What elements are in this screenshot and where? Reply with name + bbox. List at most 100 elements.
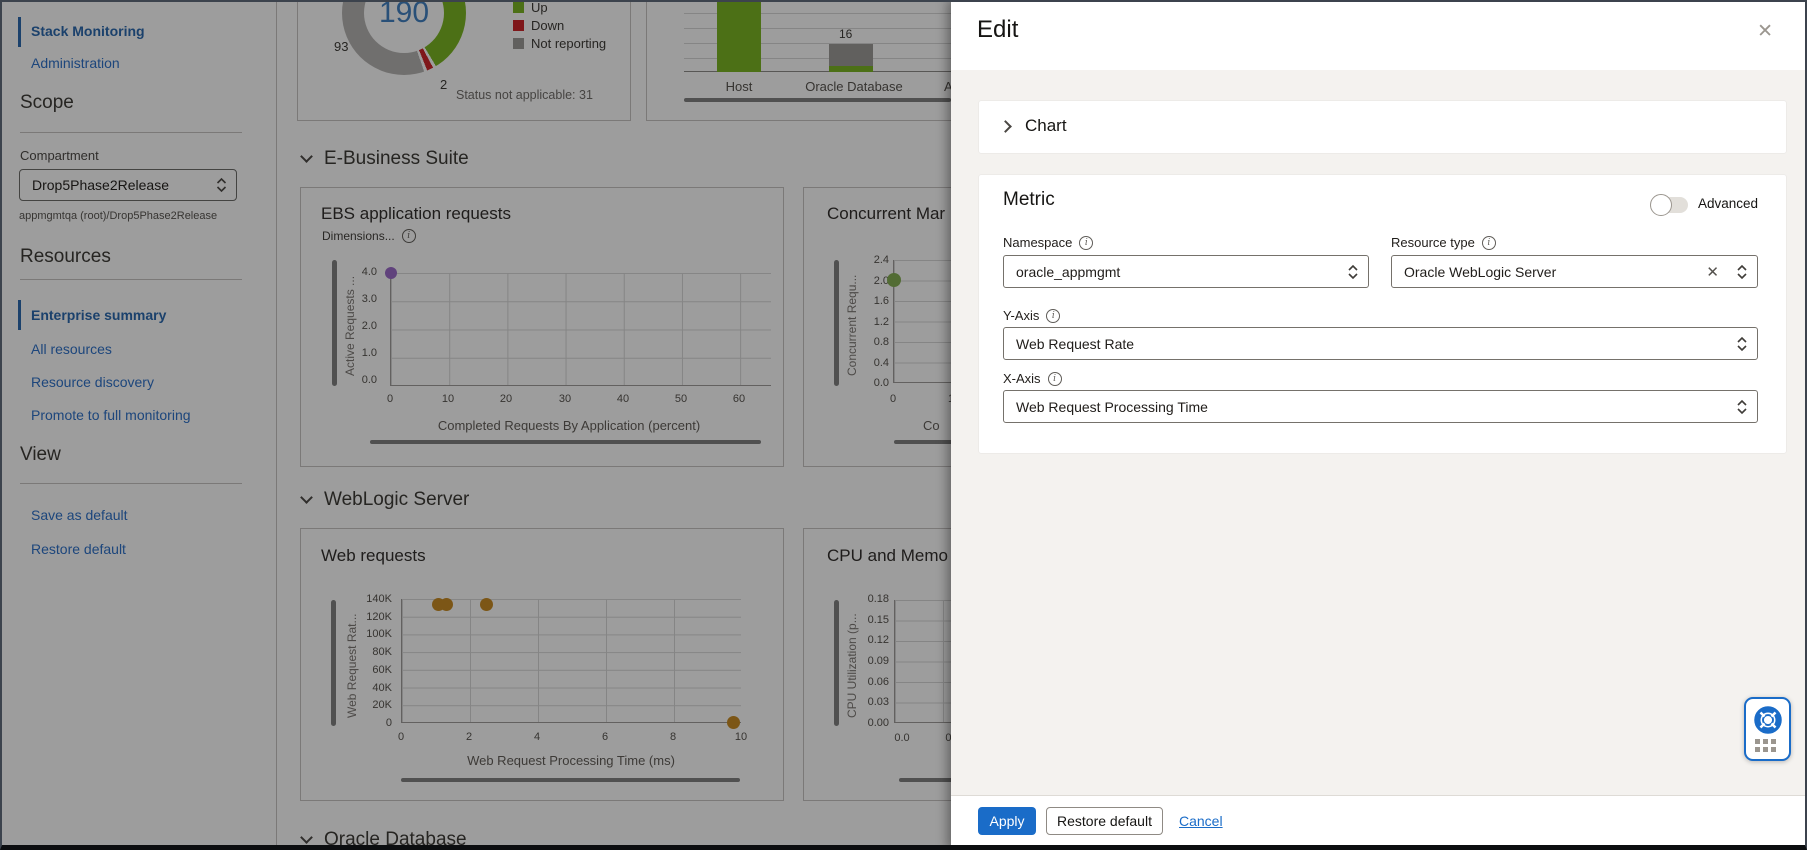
chevron-updown-icon: [1348, 264, 1358, 279]
donut-gray-count: 93: [334, 39, 349, 54]
namespace-value: oracle_appmgmt: [1016, 263, 1121, 280]
donut-down-count: 2: [440, 77, 448, 92]
info-icon[interactable]: i: [1079, 235, 1094, 250]
sidebar-item-all-resources[interactable]: All resources: [31, 341, 112, 357]
scope-heading: Scope: [20, 92, 74, 113]
y-tick: 0.0: [873, 377, 889, 389]
sidebar-item-stack-monitoring[interactable]: Stack Monitoring: [31, 23, 145, 39]
apply-button[interactable]: Apply: [978, 807, 1036, 835]
namespace-label: Namespace i: [1003, 235, 1094, 250]
info-icon[interactable]: i: [1046, 308, 1061, 323]
legend-item-not-reporting: Not reporting: [513, 36, 606, 51]
y-tick: 1.2: [873, 315, 889, 328]
vertical-scrollbar[interactable]: [331, 600, 336, 726]
down-swatch-icon: [513, 20, 524, 31]
edit-panel-header: Edit ✕: [951, 0, 1807, 70]
info-icon[interactable]: i: [1047, 371, 1062, 386]
info-icon[interactable]: i: [1481, 235, 1496, 250]
info-icon[interactable]: i: [401, 229, 416, 243]
metric-heading: Metric: [1003, 189, 1055, 210]
dimensions-label: Dimensions...: [322, 229, 395, 243]
clear-icon[interactable]: ✕: [1706, 263, 1719, 281]
x-tick: Oracle Database: [805, 79, 903, 94]
y-tick: 4.0: [361, 266, 377, 278]
cancel-link[interactable]: Cancel: [1179, 813, 1223, 829]
field-label-text: Y-Axis: [1003, 308, 1040, 323]
horizontal-scrollbar[interactable]: [401, 778, 740, 782]
y-ticks: 0.18 0.15 0.12 0.09 0.06 0.03 0.00: [859, 594, 889, 729]
y-tick: 0.00: [867, 716, 889, 729]
section-title: WebLogic Server: [324, 489, 470, 510]
y-tick: 60K: [372, 663, 392, 676]
close-icon[interactable]: ✕: [1757, 21, 1773, 42]
edit-panel: Edit ✕ Chart Metric Advanced Namespace i…: [951, 0, 1807, 850]
ebs-application-requests-card: EBS application requests Dimensions... i…: [300, 187, 784, 467]
resource-type-combobox[interactable]: Oracle WebLogic Server ✕: [1391, 255, 1758, 288]
bar-host: [717, 0, 761, 72]
horizontal-scrollbar[interactable]: [899, 778, 959, 782]
advanced-toggle[interactable]: [1650, 194, 1688, 216]
x-tick: 0: [889, 393, 897, 405]
section-e-business-suite[interactable]: E-Business Suite: [300, 148, 469, 170]
x-tick: 30: [558, 393, 572, 405]
sidebar-item-restore-default[interactable]: Restore default: [31, 541, 126, 557]
chevron-down-icon: [300, 831, 313, 844]
y-axis-value: Web Request Rate: [1016, 335, 1135, 352]
chevron-right-icon: [999, 120, 1012, 133]
horizontal-scrollbar[interactable]: [370, 440, 761, 444]
section-weblogic-server[interactable]: WebLogic Server: [300, 489, 470, 511]
not-reporting-swatch-icon: [513, 38, 524, 49]
y-tick: 0.18: [867, 593, 889, 605]
x-axis-label: Co: [923, 418, 940, 433]
divider: [20, 483, 242, 484]
x-tick: 10: [734, 731, 748, 743]
x-tick: 10: [441, 393, 455, 405]
namespace-select[interactable]: oracle_appmgmt: [1003, 255, 1369, 288]
sidebar-item-enterprise-summary[interactable]: Enterprise summary: [31, 307, 167, 323]
dimensions-link[interactable]: Dimensions... i: [322, 229, 416, 243]
vertical-scrollbar[interactable]: [834, 260, 839, 386]
metric-section-card: Metric Advanced Namespace i oracle_appmg…: [979, 175, 1786, 453]
y-tick: 20K: [372, 699, 392, 712]
chart-title: EBS application requests: [321, 204, 511, 223]
x-axis-select[interactable]: Web Request Processing Time: [1003, 390, 1758, 423]
vertical-scrollbar[interactable]: [332, 260, 337, 386]
edit-panel-footer: Apply Restore default Cancel: [951, 795, 1807, 850]
x-tick: 4: [533, 731, 541, 743]
chart-section-toggle[interactable]: Chart: [1025, 116, 1067, 135]
chart-title: Web requests: [321, 546, 426, 565]
sidebar: Stack Monitoring Administration Scope Co…: [0, 0, 277, 850]
section-title: Oracle Database: [324, 829, 467, 850]
bar-oracle-database-gray: [829, 44, 873, 66]
vertical-scrollbar[interactable]: [834, 600, 839, 726]
horizontal-scrollbar[interactable]: [684, 98, 951, 102]
x-tick: 2: [465, 731, 473, 743]
bar-oracle-database-green: [829, 66, 873, 72]
horizontal-scrollbar[interactable]: [894, 440, 961, 444]
concurrent-manager-card: Concurrent Mar Concurrent Requ... 2.4 2.…: [803, 187, 961, 467]
status-not-applicable-note: Status not applicable: 31: [456, 88, 593, 102]
chart-section-card: Chart: [979, 101, 1786, 153]
scatter-plot: [894, 600, 961, 723]
section-oracle-database[interactable]: Oracle Database: [300, 829, 467, 850]
y-tick: 2.4: [873, 254, 889, 266]
panel-title: Edit: [977, 16, 1019, 43]
x-tick: 8: [669, 731, 677, 743]
compartment-select[interactable]: Drop5Phase2Release: [19, 169, 237, 201]
help-widget[interactable]: [1744, 697, 1791, 761]
resource-type-label: Resource type i: [1391, 235, 1496, 250]
restore-default-button[interactable]: Restore default: [1046, 807, 1163, 835]
y-tick: 2.0: [361, 320, 377, 332]
sidebar-item-administration[interactable]: Administration: [31, 55, 120, 71]
drag-handle-dots-icon: [1755, 739, 1783, 752]
x-tick: 40: [616, 393, 630, 405]
donut-total: 190: [364, 0, 444, 53]
sidebar-item-promote-full-monitoring[interactable]: Promote to full monitoring: [31, 407, 191, 423]
y-axis-select[interactable]: Web Request Rate: [1003, 327, 1758, 360]
data-point: [385, 267, 397, 279]
sidebar-item-resource-discovery[interactable]: Resource discovery: [31, 374, 154, 390]
x-tick: Host: [725, 79, 753, 94]
sidebar-item-save-as-default[interactable]: Save as default: [31, 507, 128, 523]
cpu-memory-card: CPU and Memo CPU Utilization (p... 0.18 …: [803, 528, 961, 801]
